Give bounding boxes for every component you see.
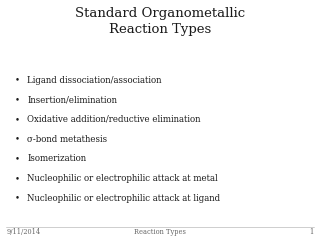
Text: •: • bbox=[15, 115, 20, 124]
Text: •: • bbox=[15, 76, 20, 85]
Text: •: • bbox=[15, 194, 20, 203]
Text: Nucleophilic or electrophilic attack at metal: Nucleophilic or electrophilic attack at … bbox=[27, 174, 218, 183]
Text: Oxidative addition/reductive elimination: Oxidative addition/reductive elimination bbox=[27, 115, 201, 124]
Text: •: • bbox=[15, 154, 20, 163]
Text: •: • bbox=[15, 174, 20, 183]
Text: σ-bond metathesis: σ-bond metathesis bbox=[27, 135, 107, 144]
Text: Isomerization: Isomerization bbox=[27, 154, 86, 163]
Text: 1: 1 bbox=[309, 228, 314, 236]
Text: •: • bbox=[15, 95, 20, 104]
Text: 9/11/2014: 9/11/2014 bbox=[6, 228, 41, 236]
Text: Standard Organometallic
Reaction Types: Standard Organometallic Reaction Types bbox=[75, 7, 245, 36]
Text: Insertion/elimination: Insertion/elimination bbox=[27, 95, 117, 104]
Text: Reaction Types: Reaction Types bbox=[134, 228, 186, 236]
Text: •: • bbox=[15, 135, 20, 144]
Text: Ligand dissociation/association: Ligand dissociation/association bbox=[27, 76, 162, 85]
Text: Nucleophilic or electrophilic attack at ligand: Nucleophilic or electrophilic attack at … bbox=[27, 194, 220, 203]
